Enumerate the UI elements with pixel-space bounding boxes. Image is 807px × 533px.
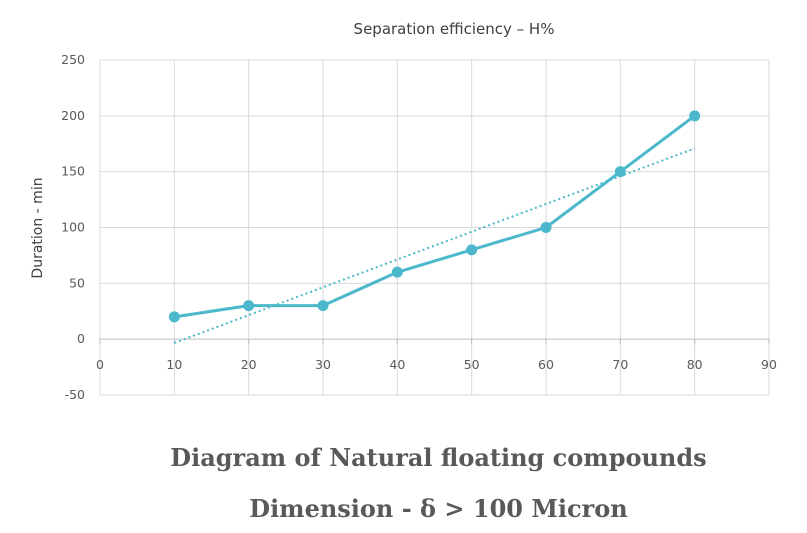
series-line: [174, 114, 696, 319]
x-tick-label: 50: [464, 357, 480, 372]
y-tick-label: 100: [61, 220, 85, 235]
y-tick-label: -50: [65, 387, 85, 402]
grid: [99, 59, 770, 396]
y-axis-title: Duration - min: [30, 177, 46, 278]
caption-line-2: Dimension - δ > 100 Micron: [249, 494, 628, 523]
y-tick-label: 0: [77, 331, 85, 346]
data-point: [466, 244, 478, 256]
data-point: [614, 166, 626, 178]
data-point: [168, 311, 180, 323]
tick-labels: -50 0 50 100 150 200 250 0 10 20 30 40 50 60 70 80 90: [61, 52, 777, 402]
x-tick-label: 0: [96, 357, 104, 372]
x-tick-label: 10: [166, 357, 182, 372]
data-point: [540, 222, 552, 233]
chart-title: Separation efficiency – H%: [354, 20, 555, 38]
x-tick-label: 40: [389, 357, 405, 372]
series: [168, 110, 701, 344]
data-point: [243, 300, 255, 312]
x-tick-label: 60: [538, 357, 554, 372]
y-tick-label: 150: [61, 164, 85, 179]
data-point: [689, 110, 701, 122]
y-tick-label: 50: [69, 275, 85, 290]
x-tick-label: 70: [612, 357, 628, 372]
data-point: [317, 300, 329, 312]
x-tick-label: 80: [687, 357, 703, 372]
y-tick-label: 250: [61, 52, 85, 67]
y-tick-label: 200: [61, 108, 85, 123]
x-tick-label: 30: [315, 357, 331, 372]
x-tick-label: 20: [241, 357, 257, 372]
trendline: [173, 147, 696, 344]
data-point: [391, 266, 403, 278]
caption-line-1: Diagram of Natural floating compounds: [170, 443, 707, 472]
x-tick-label: 90: [761, 357, 777, 372]
